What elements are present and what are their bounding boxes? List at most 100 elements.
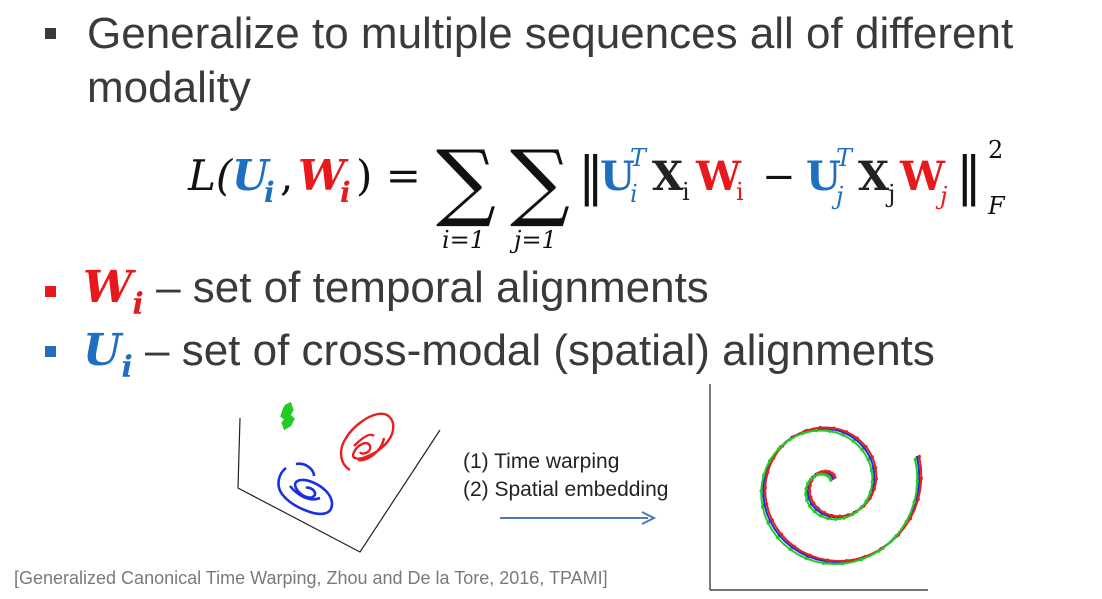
spiral-green-marker bbox=[877, 549, 881, 553]
gctw-loss-equation: L( U i , W i ) = ∑ i=1 ∑ j=1 ‖ U T i X i… bbox=[187, 132, 1006, 254]
spiral-green-marker bbox=[801, 431, 805, 436]
spiral-red-marker bbox=[919, 476, 923, 480]
spiral-green-marker bbox=[892, 536, 896, 540]
bullet-u-symbol: U bbox=[83, 325, 122, 376]
eq-W-j: W bbox=[899, 153, 946, 200]
spiral-green-marker bbox=[804, 486, 808, 491]
eq-sum-j-limit: j=1 bbox=[509, 226, 557, 254]
plot-axes bbox=[709, 384, 928, 591]
spiral-red-marker bbox=[872, 487, 876, 491]
spiral-red-marker bbox=[824, 469, 828, 473]
spiral-red-marker bbox=[809, 495, 813, 500]
spiral-red-marker bbox=[765, 502, 769, 506]
spiral-red-marker bbox=[838, 514, 842, 518]
eq-lhs-U: U bbox=[232, 151, 271, 200]
spiral-green-marker bbox=[814, 428, 819, 433]
spiral-green-marker bbox=[816, 473, 820, 477]
spiral-green-markers bbox=[759, 428, 919, 566]
spiral-green-marker bbox=[868, 490, 872, 494]
spiral-red-marker bbox=[844, 430, 849, 434]
spiral-red-marker bbox=[864, 445, 868, 449]
spiral-green-marker bbox=[840, 562, 845, 566]
spiral-green-marker bbox=[823, 473, 827, 477]
eq-equals: ) = bbox=[356, 151, 421, 200]
spiral-green-marker bbox=[912, 500, 916, 504]
eq-lhs-L: L( bbox=[187, 151, 234, 200]
eq-W-i-sub: i bbox=[736, 178, 744, 206]
spiral-green-marker bbox=[870, 480, 874, 484]
eq-power: 2 bbox=[988, 136, 1003, 164]
spiral-green-marker bbox=[869, 469, 874, 473]
spiral-green-marker bbox=[866, 458, 870, 462]
spiral-green-marker bbox=[808, 477, 813, 482]
spiral-curves bbox=[759, 425, 923, 566]
spiral-green-marker bbox=[776, 447, 781, 451]
eq-U-i: U bbox=[600, 153, 635, 200]
eq-lhs-W: W bbox=[298, 151, 349, 200]
spiral-green-marker bbox=[804, 556, 808, 560]
eq-X-i: X bbox=[652, 153, 683, 200]
spiral-red-marker bbox=[917, 454, 921, 459]
red-sequence bbox=[339, 412, 395, 472]
spiral-green-marker bbox=[904, 519, 908, 524]
spiral-green-marker bbox=[858, 507, 862, 511]
spiral-red bbox=[764, 426, 923, 563]
eq-U-j-sup: T bbox=[836, 144, 854, 172]
spiral-green-marker bbox=[812, 474, 816, 479]
spiral-red-marker bbox=[829, 513, 834, 518]
citation: [Generalized Canonical Time Warping, Zho… bbox=[14, 568, 608, 588]
spiral-green-marker bbox=[859, 557, 863, 562]
bullet-u: Ui – set of cross-modal (spatial) alignm… bbox=[83, 329, 935, 383]
spiral-green-marker bbox=[851, 439, 855, 443]
spiral-red-marker bbox=[820, 470, 824, 474]
eq-X-j-sub: j bbox=[885, 180, 895, 208]
spiral-green-marker bbox=[762, 473, 766, 477]
eq-norm-open: ‖ bbox=[578, 147, 604, 207]
spiral-green-marker bbox=[850, 512, 855, 517]
spiral-red-marker bbox=[826, 558, 830, 562]
spiral-red-marker bbox=[855, 436, 859, 440]
bullet-w-symbol: W bbox=[83, 262, 133, 313]
spiral-red-marker bbox=[832, 426, 836, 430]
spiral-red-marker bbox=[812, 501, 816, 505]
bullet-marker-grey bbox=[45, 28, 56, 39]
spiral-green-marker bbox=[806, 481, 810, 486]
spiral-green-marker bbox=[820, 472, 824, 476]
arrow-label-spatial-embedding: (2) Spatial embedding bbox=[463, 478, 669, 501]
spiral-green-marker bbox=[805, 498, 809, 503]
eq-lhs-U-sub: i bbox=[264, 176, 275, 209]
spiral-green-marker bbox=[788, 437, 792, 442]
spiral-green-marker bbox=[913, 457, 917, 462]
spiral-red-marker bbox=[870, 455, 874, 459]
spiral-green-marker bbox=[834, 517, 838, 521]
eq-sum-i: ∑ bbox=[436, 132, 496, 230]
bullet-text-main-line1: Generalize to multiple sequences all of … bbox=[87, 9, 1014, 58]
spiral-red-marker bbox=[874, 477, 878, 481]
bullet-u-text: – set of cross-modal (spatial) alignment… bbox=[145, 326, 935, 375]
spiral-red-marker bbox=[816, 506, 820, 511]
eq-U-j: U bbox=[806, 153, 841, 200]
eq-norm-close: ‖ bbox=[956, 147, 982, 207]
eq-U-i-sub: i bbox=[630, 180, 638, 208]
spiral-green-marker bbox=[759, 489, 763, 493]
spiral-green-marker bbox=[808, 504, 812, 508]
spiral-green-marker bbox=[767, 459, 772, 463]
blue-sequence bbox=[277, 462, 334, 516]
eq-X-j: X bbox=[858, 153, 889, 200]
eq-lhs-W-sub: i bbox=[340, 176, 351, 209]
eq-sum-j: ∑ bbox=[510, 132, 570, 230]
spiral-green-marker bbox=[818, 514, 822, 518]
spiral-red-marker bbox=[792, 544, 796, 549]
spiral-red-marker bbox=[908, 516, 912, 521]
green-sequence bbox=[280, 401, 295, 431]
bullet-marker-red bbox=[45, 286, 56, 297]
spiral-red-marker bbox=[844, 559, 849, 563]
bullet-u-subscript: i bbox=[121, 350, 133, 385]
eq-frobenius: F bbox=[987, 192, 1006, 220]
spiral-red-marker bbox=[873, 466, 878, 470]
spiral-red-marker bbox=[808, 553, 812, 557]
arrow-label-time-warping: (1) Time warping bbox=[463, 450, 620, 473]
spiral-green-marker bbox=[812, 509, 816, 514]
spiral-green-marker bbox=[915, 479, 919, 483]
spiral-red-marker bbox=[763, 486, 767, 490]
